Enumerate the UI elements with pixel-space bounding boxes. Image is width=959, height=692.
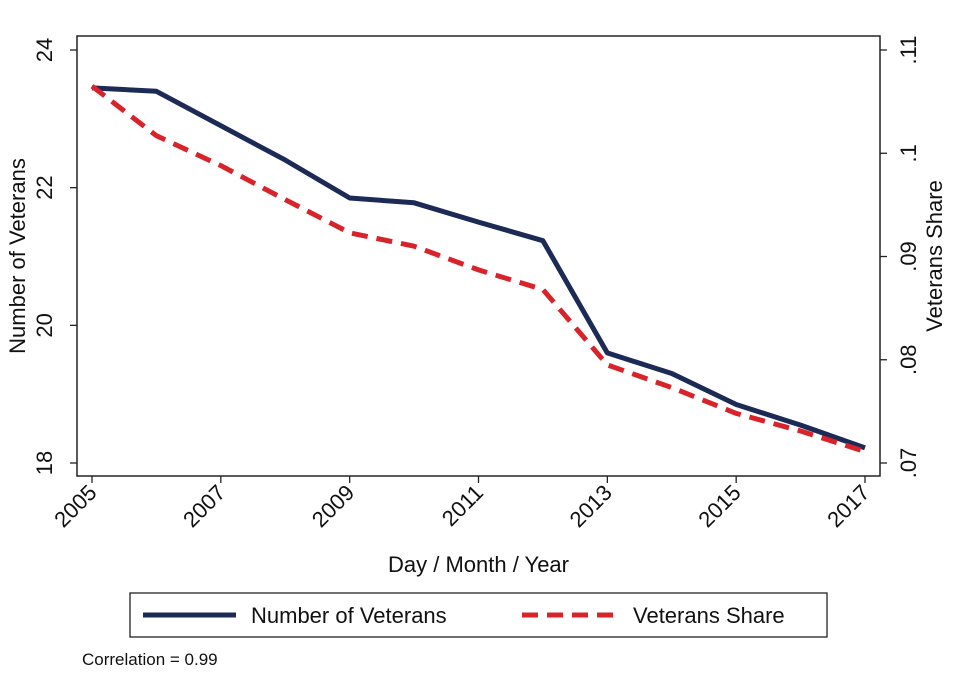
series-layer xyxy=(90,84,866,454)
y-right-axis-title: Veterans Share xyxy=(922,180,947,332)
plot-frame xyxy=(76,35,881,477)
x-axis-title: Day / Month / Year xyxy=(388,552,569,577)
legend: Number of Veterans Veterans Share xyxy=(129,592,828,638)
y-left-tick-label: 18 xyxy=(32,451,57,475)
y-left-tick-label: 24 xyxy=(32,38,57,62)
y-right-tick-label: .08 xyxy=(896,344,921,375)
x-tick-label: 2017 xyxy=(822,480,874,532)
x-tick-label: 2007 xyxy=(178,480,230,532)
y-right-tick-label: .09 xyxy=(896,241,921,272)
x-tick-label: 2005 xyxy=(49,480,101,532)
x-tick-label: 2015 xyxy=(693,480,745,532)
y-right-tick-label: .11 xyxy=(896,36,921,65)
x-tick-label: 2011 xyxy=(437,480,488,531)
y-right-tick-label: .07 xyxy=(896,448,921,479)
series-line-number-of-veterans xyxy=(91,85,866,451)
x-tick-label: 2009 xyxy=(307,480,359,532)
x-tick-label: 2013 xyxy=(565,480,617,532)
legend-label: Number of Veterans xyxy=(251,603,447,628)
y-left-tick-label: 22 xyxy=(32,175,57,199)
legend-box xyxy=(129,592,828,638)
correlation-note: Correlation = 0.99 xyxy=(82,650,218,669)
y-left-tick-label: 20 xyxy=(32,313,57,337)
plot-area xyxy=(76,35,881,477)
legend-label: Veterans Share xyxy=(633,603,785,628)
series-line-veterans-share xyxy=(90,84,866,454)
y-left-axis-title: Number of Veterans xyxy=(5,158,30,354)
y-right-tick-label: .1 xyxy=(896,144,921,162)
